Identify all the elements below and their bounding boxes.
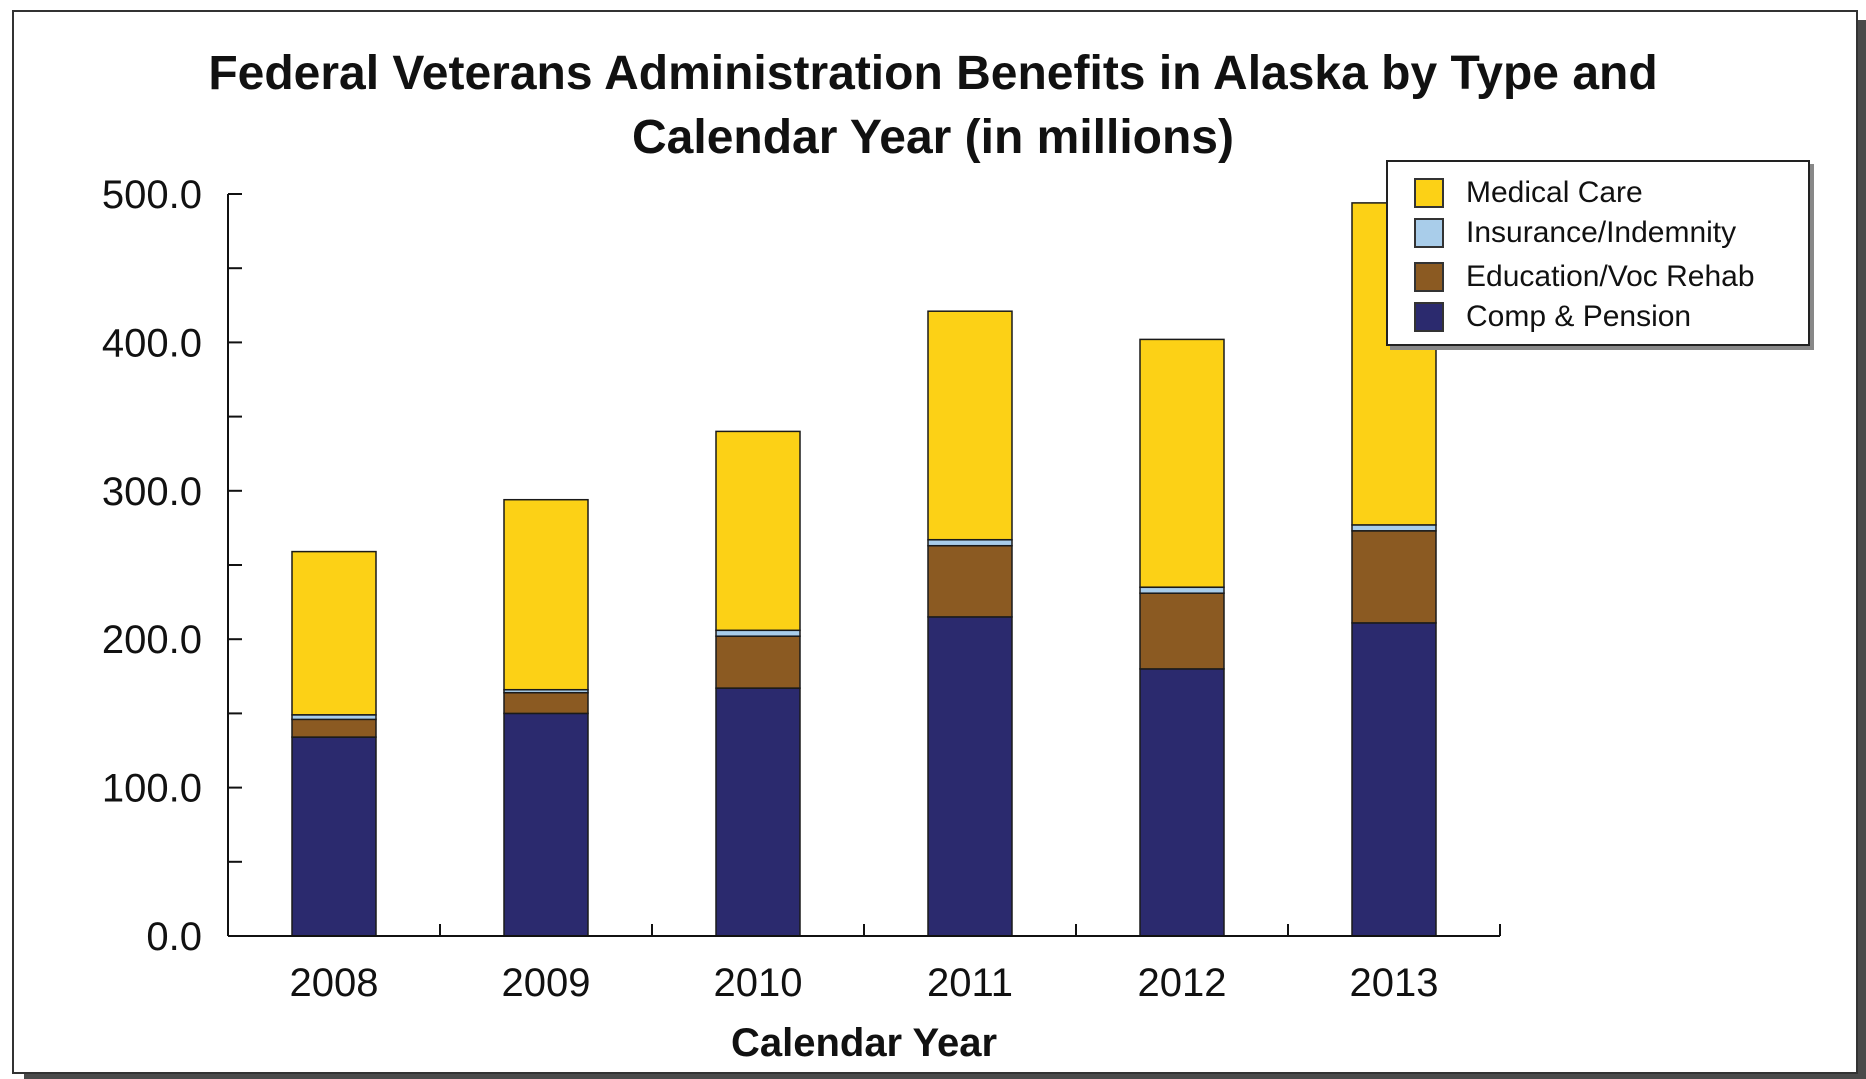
bar-2010-education-voc-rehab [715,635,801,689]
legend-swatch-medical-care [1414,178,1444,208]
bar-2011-insurance-indemnity [927,539,1013,547]
bar-2008-insurance-indemnity [291,714,377,721]
legend-label-medical-care: Medical Care [1466,176,1643,209]
bar-2011-education-voc-rehab [927,544,1013,618]
legend-swatch-insurance-indemnity [1414,218,1444,248]
y-tick-label: 400.0 [102,321,202,365]
x-tick-label: 2009 [502,961,591,1005]
bar-2013-insurance-indemnity [1351,524,1437,532]
legend-swatch-comp-pension [1414,302,1444,332]
legend-label-comp-pension: Comp & Pension [1466,300,1692,333]
x-tick-label: 2011 [927,961,1013,1005]
y-tick-label: 100.0 [102,767,202,811]
legend-item-insurance-indemnity: Insurance/Indemnity [1414,216,1736,250]
y-tick-label: 200.0 [102,618,202,662]
bar-2012-medical-care [1139,338,1225,588]
bar-2009-medical-care [503,498,589,691]
legend-item-comp-pension: Comp & Pension [1414,300,1691,334]
x-tick-label: 2008 [290,961,379,1005]
bar-2012-insurance-indemnity [1139,586,1225,594]
bar-2008-medical-care [291,550,377,716]
bar-2009-comp-pension [503,712,589,937]
bar-2012-education-voc-rehab [1139,592,1225,670]
bar-2011-comp-pension [927,616,1013,937]
bar-2012-comp-pension [1139,668,1225,937]
bar-2008-comp-pension [291,736,377,937]
chart-title: Federal Veterans Administration Benefits… [0,42,1866,170]
bar-2011-medical-care [927,310,1013,541]
bar-2008-education-voc-rehab [291,718,377,738]
bar-2010-comp-pension [715,687,801,937]
bar-2010-medical-care [715,430,801,632]
bar-2013-education-voc-rehab [1351,530,1437,624]
bar-2009-education-voc-rehab [503,691,589,715]
chart-title-line-2: Calendar Year (in millions) [632,111,1234,164]
x-axis-title: Calendar Year [731,1021,997,1065]
y-tick-label: 300.0 [102,470,202,514]
bar-2010-insurance-indemnity [715,629,801,637]
x-tick-label: 2013 [1350,961,1439,1005]
legend-label-insurance-indemnity: Insurance/Indemnity [1466,216,1737,249]
legend-item-medical-care: Medical Care [1414,176,1643,210]
legend-label-education-voc-rehab: Education/Voc Rehab [1466,260,1755,293]
y-tick-label: 500.0 [102,173,202,217]
legend-swatch-education-voc-rehab [1414,262,1444,292]
legend-item-education-voc-rehab: Education/Voc Rehab [1414,260,1755,294]
y-tick-label: 0.0 [146,915,202,959]
chart-title-line-1: Federal Veterans Administration Benefits… [208,47,1658,100]
x-tick-label: 2012 [1138,961,1227,1005]
bar-2013-comp-pension [1351,622,1437,937]
x-tick-label: 2010 [714,961,803,1005]
chart-legend: Medical Care Insurance/Indemnity Educati… [1386,160,1810,346]
